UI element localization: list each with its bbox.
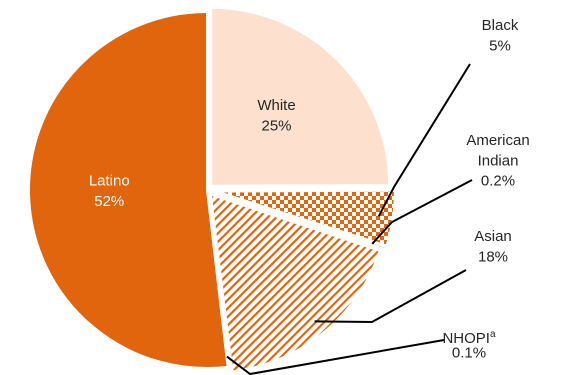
slice-value-latino: 52% xyxy=(94,193,124,210)
slice-value-nhopi: 0.1% xyxy=(452,344,486,361)
slice-name-american-indian: American xyxy=(466,132,529,149)
leader-lines xyxy=(226,63,473,375)
leader-line-asian xyxy=(314,269,467,324)
slice-label-american-indian: American Indian 0.2% xyxy=(466,132,529,190)
leader-line-nhopi xyxy=(226,339,445,375)
slice-label-nhopi: NHOPIa 0.1% xyxy=(442,329,496,361)
slice-name-nhopi: NHOPI xyxy=(442,330,490,347)
slice-value-asian: 18% xyxy=(478,248,508,265)
slice-label-asian: Asian 18% xyxy=(474,228,512,265)
leader-line-american-indian xyxy=(371,179,473,245)
slice-name-black: Black xyxy=(482,17,519,34)
slice-value-black: 5% xyxy=(489,37,511,54)
slice-name-latino: Latino xyxy=(89,173,130,190)
pie-slice-black xyxy=(216,189,396,247)
slice-label-white: White 25% xyxy=(257,97,295,134)
slice-label-latino: Latino 52% xyxy=(89,173,130,210)
slice-superscript-nhopi: a xyxy=(490,329,496,340)
pie-slice-white xyxy=(210,6,391,187)
slice-name-white: White xyxy=(257,97,295,114)
slice-label-black: Black 5% xyxy=(482,17,519,54)
slice-name-american-indian: Indian xyxy=(478,152,519,169)
slice-value-american-indian: 0.2% xyxy=(481,173,515,190)
slice-labels: White 25% Black 5% American Indian 0.2% Asian 18… xyxy=(89,17,530,361)
pie-slice-american-indian xyxy=(216,192,388,251)
pie-slices xyxy=(28,6,396,373)
slice-value-white: 25% xyxy=(262,117,292,134)
leader-line-black xyxy=(377,63,471,217)
pie-slice-latino xyxy=(28,10,229,369)
slice-name-asian: Asian xyxy=(474,228,512,245)
pie-slice-asian xyxy=(209,193,381,373)
